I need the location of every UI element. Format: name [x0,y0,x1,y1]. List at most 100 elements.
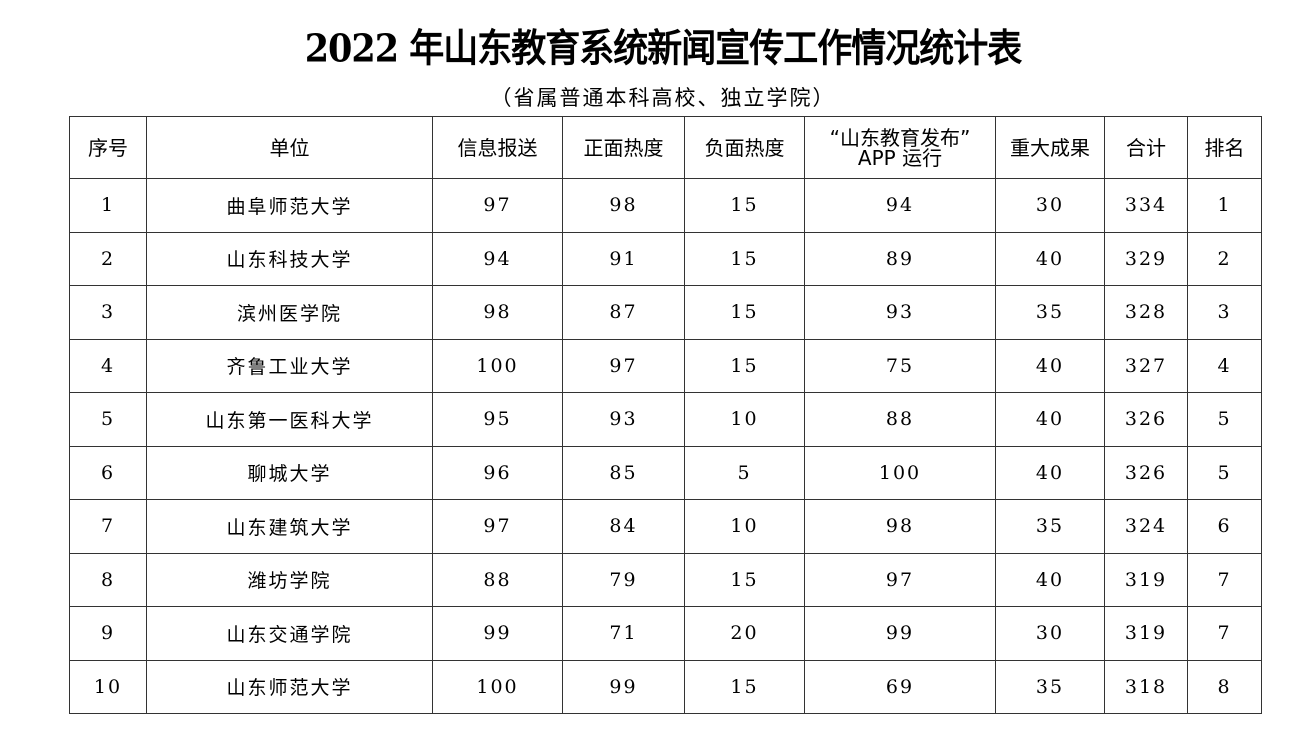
cell-index: 1 [69,178,147,233]
cell-total: 318 [1104,659,1188,714]
cell-major-achievement: 30 [995,178,1105,233]
cell-unit: 山东交通学院 [146,606,433,661]
cell-rank: 7 [1187,606,1262,661]
cell-unit: 齐鲁工业大学 [146,338,433,393]
table-row: 1 曲阜师范大学 97 98 15 94 30 334 1 [69,178,1262,233]
cell-total: 327 [1104,338,1188,393]
cell-app-operation: 69 [804,659,996,714]
cell-negative-heat: 15 [684,659,805,714]
cell-major-achievement: 40 [995,392,1105,447]
cell-rank: 1 [1187,178,1262,233]
cell-negative-heat: 15 [684,178,805,233]
cell-info-report: 94 [432,231,563,286]
cell-negative-heat: 5 [684,445,805,500]
cell-positive-heat: 84 [562,499,685,554]
cell-unit: 曲阜师范大学 [146,178,433,233]
cell-total: 326 [1104,392,1188,447]
cell-info-report: 95 [432,392,563,447]
cell-app-operation: 97 [804,552,996,607]
cell-negative-heat: 20 [684,606,805,661]
cell-rank: 5 [1187,445,1262,500]
cell-negative-heat: 15 [684,285,805,340]
table-row: 8 潍坊学院 88 79 15 97 40 319 7 [69,552,1262,607]
statistics-table: 序号 单位 信息报送 正面热度 负面热度 “山东教育发布” APP 运行 重大成果 合计 排名 1… [69,116,1262,714]
cell-unit: 山东建筑大学 [146,499,433,554]
cell-rank: 5 [1187,392,1262,447]
cell-positive-heat: 71 [562,606,685,661]
table-row: 7 山东建筑大学 97 84 10 98 35 324 6 [69,499,1262,554]
cell-positive-heat: 99 [562,659,685,714]
cell-app-operation: 100 [804,445,996,500]
header-col-positive-heat: 正面热度 [562,116,685,179]
table-header-row: 序号 单位 信息报送 正面热度 负面热度 “山东教育发布” APP 运行 重大成果 合计 排名 [69,116,1262,179]
table-row: 2 山东科技大学 94 91 15 89 40 329 2 [69,231,1262,286]
cell-positive-heat: 91 [562,231,685,286]
cell-major-achievement: 40 [995,231,1105,286]
cell-positive-heat: 97 [562,338,685,393]
cell-index: 5 [69,392,147,447]
cell-unit: 山东师范大学 [146,659,433,714]
page-title: 2022 年山东教育系统新闻宣传工作情况统计表 [304,26,1023,72]
cell-info-report: 97 [432,178,563,233]
cell-index: 7 [69,499,147,554]
header-col-total: 合计 [1104,116,1188,179]
cell-app-operation: 98 [804,499,996,554]
cell-index: 10 [69,659,147,714]
cell-rank: 7 [1187,552,1262,607]
cell-info-report: 99 [432,606,563,661]
cell-info-report: 98 [432,285,563,340]
table-row: 3 滨州医学院 98 87 15 93 35 328 3 [69,285,1262,340]
cell-index: 9 [69,606,147,661]
cell-index: 8 [69,552,147,607]
cell-info-report: 97 [432,499,563,554]
cell-total: 319 [1104,552,1188,607]
cell-info-report: 96 [432,445,563,500]
cell-total: 334 [1104,178,1188,233]
cell-app-operation: 89 [804,231,996,286]
header-col-index: 序号 [69,116,147,179]
cell-major-achievement: 40 [995,552,1105,607]
cell-info-report: 100 [432,338,563,393]
header-col-major-achievement: 重大成果 [995,116,1105,179]
cell-positive-heat: 98 [562,178,685,233]
header-col-app-operation: “山东教育发布” APP 运行 [804,116,996,179]
cell-major-achievement: 35 [995,499,1105,554]
cell-negative-heat: 15 [684,338,805,393]
table-row: 4 齐鲁工业大学 100 97 15 75 40 327 4 [69,338,1262,393]
cell-total: 326 [1104,445,1188,500]
header-col-negative-heat: 负面热度 [684,116,805,179]
cell-index: 6 [69,445,147,500]
cell-major-achievement: 30 [995,606,1105,661]
header-col-rank: 排名 [1187,116,1262,179]
cell-rank: 4 [1187,338,1262,393]
cell-major-achievement: 35 [995,659,1105,714]
cell-unit: 滨州医学院 [146,285,433,340]
cell-app-operation: 99 [804,606,996,661]
cell-unit: 聊城大学 [146,445,433,500]
cell-index: 2 [69,231,147,286]
cell-total: 324 [1104,499,1188,554]
cell-index: 4 [69,338,147,393]
cell-positive-heat: 79 [562,552,685,607]
cell-rank: 8 [1187,659,1262,714]
cell-rank: 3 [1187,285,1262,340]
cell-negative-heat: 15 [684,231,805,286]
cell-app-operation: 94 [804,178,996,233]
cell-major-achievement: 35 [995,285,1105,340]
cell-unit: 山东科技大学 [146,231,433,286]
cell-rank: 2 [1187,231,1262,286]
table-row: 9 山东交通学院 99 71 20 99 30 319 7 [69,606,1262,661]
cell-app-operation: 93 [804,285,996,340]
cell-app-operation: 88 [804,392,996,447]
cell-unit: 山东第一医科大学 [146,392,433,447]
cell-major-achievement: 40 [995,338,1105,393]
table-row: 6 聊城大学 96 85 5 100 40 326 5 [69,445,1262,500]
cell-unit: 潍坊学院 [146,552,433,607]
cell-major-achievement: 40 [995,445,1105,500]
cell-total: 329 [1104,231,1188,286]
cell-rank: 6 [1187,499,1262,554]
cell-positive-heat: 87 [562,285,685,340]
cell-app-operation: 75 [804,338,996,393]
table-row: 10 山东师范大学 100 99 15 69 35 318 8 [69,659,1262,714]
cell-negative-heat: 15 [684,552,805,607]
